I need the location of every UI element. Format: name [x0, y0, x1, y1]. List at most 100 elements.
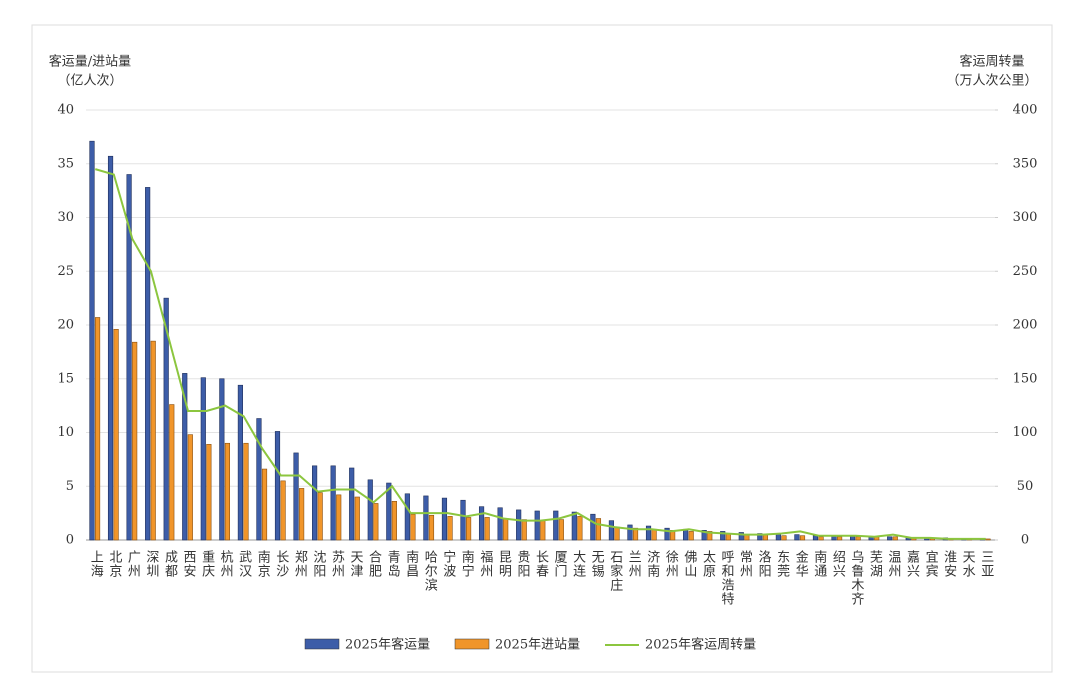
- bar: [349, 467, 355, 541]
- bar: [892, 536, 898, 541]
- x-tick-label: 天水: [960, 550, 976, 578]
- bar: [182, 373, 188, 541]
- x-tick-label: 呼和浩特: [719, 550, 735, 606]
- y-axis-title: 客运量/进站量: [49, 54, 131, 70]
- x-tick-label: 温州: [885, 550, 901, 578]
- x-tick-label: 青岛: [385, 550, 401, 578]
- bar: [837, 536, 843, 541]
- bar: [280, 480, 286, 541]
- y2-axis-title: （万人次公里）: [946, 73, 1037, 89]
- bar: [256, 418, 262, 541]
- x-tick-label: 天津: [347, 550, 363, 578]
- bar: [200, 377, 206, 541]
- x-tick-label: 贵阳: [514, 550, 530, 578]
- bar: [651, 528, 657, 541]
- x-tick-label: 厦门: [552, 550, 568, 578]
- y-axis-title: （亿人次）: [57, 73, 122, 89]
- legend-label: 2025年客运量: [345, 637, 430, 653]
- bar: [237, 384, 243, 541]
- bar: [460, 499, 466, 541]
- bar: [627, 524, 633, 541]
- bar: [553, 510, 559, 541]
- x-tick-label: 东莞: [774, 550, 790, 578]
- bar: [317, 492, 323, 541]
- y-tick-label: 40: [57, 103, 74, 118]
- x-tick-label: 无锡: [589, 550, 605, 578]
- bar: [484, 517, 490, 541]
- bar: [219, 378, 225, 541]
- x-tick-label: 芜湖: [867, 550, 883, 578]
- y-tick-label: 5: [66, 479, 74, 494]
- y2-tick-label: 400: [1013, 103, 1038, 118]
- bar: [664, 527, 670, 541]
- bar: [577, 516, 583, 541]
- x-tick-label: 南昌: [403, 549, 419, 578]
- x-tick-label: 长沙: [273, 550, 289, 578]
- bar: [423, 495, 429, 541]
- x-tick-label: 常州: [737, 550, 753, 578]
- legend-swatch: [304, 638, 340, 650]
- bar: [428, 514, 435, 541]
- x-tick-label: 长春: [533, 550, 549, 578]
- x-tick-label: 兰州: [626, 550, 642, 578]
- bar: [169, 404, 175, 541]
- y2-tick-label: 200: [1013, 318, 1038, 333]
- x-tick-label: 佛山: [681, 550, 697, 578]
- bar: [391, 500, 397, 541]
- bar: [107, 155, 114, 541]
- bar: [386, 482, 392, 541]
- x-tick-label: 哈尔滨: [422, 550, 438, 592]
- bar: [590, 513, 596, 541]
- y2-axis-title: 客运周转量: [959, 54, 1024, 70]
- x-tick-label: 合肥: [366, 550, 382, 578]
- x-tick-label: 大连: [570, 550, 586, 578]
- x-tick-label: 宜宾: [923, 550, 939, 578]
- y-tick-label: 20: [57, 318, 74, 333]
- y-tick-label: 0: [66, 533, 74, 548]
- bar: [503, 518, 509, 541]
- bar: [478, 506, 485, 541]
- bar: [632, 527, 639, 541]
- bar: [516, 509, 522, 541]
- bar: [145, 187, 151, 541]
- bar: [132, 341, 138, 541]
- x-tick-label: 嘉兴: [904, 550, 920, 578]
- bar: [688, 531, 694, 541]
- bar: [887, 536, 893, 541]
- frame: [31, 24, 1053, 673]
- bar: [94, 317, 101, 541]
- x-tick-label: 杭州: [218, 550, 234, 578]
- x-tick-label: 石家庄: [607, 550, 623, 592]
- bar: [163, 297, 169, 541]
- x-tick-label: 沈阳: [310, 550, 326, 578]
- x-tick-label: 西安: [181, 550, 197, 578]
- y2-tick-label: 150: [1013, 371, 1038, 386]
- bar: [354, 496, 360, 541]
- y-tick-label: 15: [57, 371, 74, 386]
- y2-tick-label: 250: [1013, 264, 1038, 279]
- y-tick-label: 30: [57, 210, 74, 225]
- bar: [465, 517, 472, 541]
- bar: [540, 520, 546, 541]
- bar: [113, 328, 119, 541]
- bar: [683, 528, 689, 541]
- y2-tick-label: 100: [1013, 425, 1038, 440]
- bar: [812, 535, 819, 541]
- bar: [336, 494, 342, 541]
- x-tick-label: 南通: [811, 549, 827, 578]
- line: [94, 168, 986, 540]
- bar: [206, 444, 212, 541]
- x-tick-label: 淮安: [941, 550, 957, 578]
- bar: [707, 531, 713, 541]
- bar: [261, 468, 268, 541]
- bar: [720, 531, 726, 541]
- bar: [404, 493, 410, 541]
- legend-label: 2025年进站量: [495, 638, 580, 653]
- bar: [571, 511, 577, 541]
- x-tick-label: 上海: [88, 550, 104, 578]
- bar: [608, 520, 615, 541]
- bar: [799, 535, 806, 541]
- bar: [534, 510, 540, 541]
- bar: [330, 465, 336, 541]
- bar: [818, 536, 824, 541]
